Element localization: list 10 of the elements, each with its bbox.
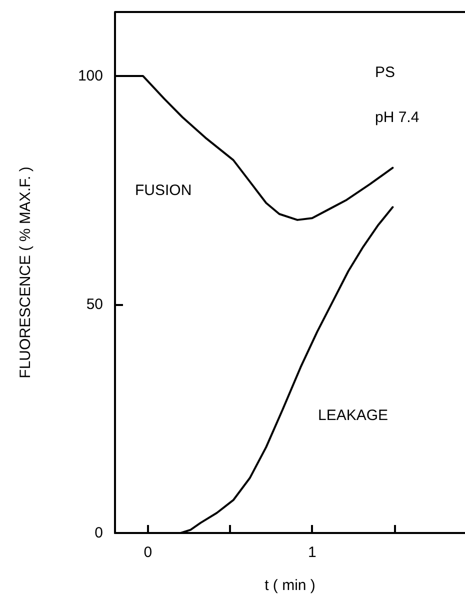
annotation: PS xyxy=(375,64,396,81)
annotation: pH 7.4 xyxy=(375,109,420,126)
annotation: LEAKAGE xyxy=(318,407,388,424)
y-tick-label: 0 xyxy=(94,524,103,542)
x-axis-title: t ( min ) xyxy=(264,577,316,594)
annotation: FUSION xyxy=(135,182,192,199)
y-tick-label: 50 xyxy=(86,296,103,313)
y-axis-title: FLUORESCENCE ( % MAX.F. ) xyxy=(17,166,34,378)
x-tick-label: 1 xyxy=(308,544,316,561)
y-tick-label: 100 xyxy=(78,67,103,84)
